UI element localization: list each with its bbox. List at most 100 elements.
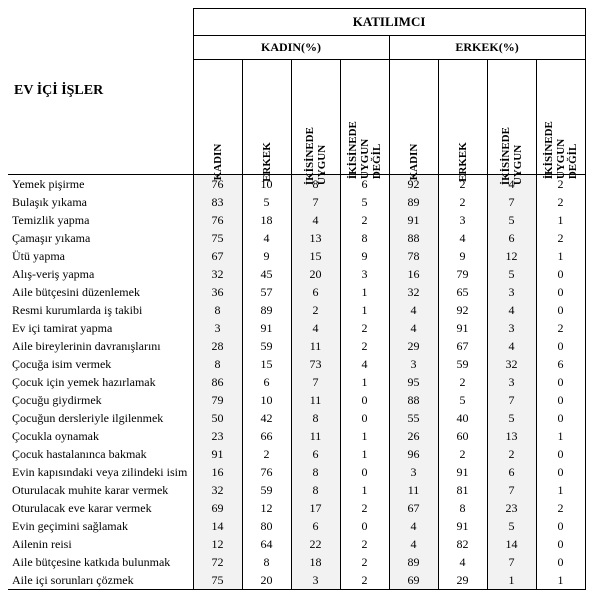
data-cell: 75 bbox=[193, 571, 242, 590]
data-cell: 5 bbox=[487, 211, 536, 229]
data-cell: 32 bbox=[487, 355, 536, 373]
data-cell: 1 bbox=[536, 211, 585, 229]
data-cell: 2 bbox=[438, 193, 487, 211]
data-cell: 32 bbox=[193, 481, 242, 499]
data-cell: 0 bbox=[536, 553, 585, 571]
data-cell: 78 bbox=[389, 247, 438, 265]
row-label-cell: Çocuğu giydirmek bbox=[8, 391, 193, 409]
data-cell: 4 bbox=[438, 229, 487, 247]
data-cell: 8 bbox=[340, 229, 389, 247]
data-cell: 12 bbox=[487, 247, 536, 265]
row-label-cell: Çamaşır yıkama bbox=[8, 229, 193, 247]
row-label-cell: Çocuk hastalanınca bakmak bbox=[8, 445, 193, 463]
row-label-cell: Aile bütçesini düzenlemek bbox=[8, 283, 193, 301]
data-cell: 7 bbox=[487, 391, 536, 409]
data-cell: 26 bbox=[389, 427, 438, 445]
data-cell: 69 bbox=[193, 499, 242, 517]
data-cell: 73 bbox=[291, 355, 340, 373]
data-cell: 16 bbox=[193, 463, 242, 481]
data-cell: 95 bbox=[389, 373, 438, 391]
data-cell: 0 bbox=[536, 283, 585, 301]
data-cell: 2 bbox=[340, 499, 389, 517]
table-row: Bulaşık yıkama8357589272 bbox=[8, 193, 585, 211]
table-row: Temizlik yapma76184291351 bbox=[8, 211, 585, 229]
table-row: Alış-veriş yapma3245203167950 bbox=[8, 265, 585, 283]
table-row: Ev içi tamirat yapma3914249132 bbox=[8, 319, 585, 337]
data-cell: 18 bbox=[291, 553, 340, 571]
data-cell: 9 bbox=[242, 247, 291, 265]
data-cell: 59 bbox=[242, 337, 291, 355]
data-cell: 89 bbox=[242, 301, 291, 319]
row-label-cell: Aile içi sorunları çözmek bbox=[8, 571, 193, 590]
data-cell: 3 bbox=[389, 355, 438, 373]
data-cell: 7 bbox=[487, 481, 536, 499]
data-cell: 15 bbox=[242, 355, 291, 373]
data-cell: 0 bbox=[340, 517, 389, 535]
data-cell: 83 bbox=[193, 193, 242, 211]
data-cell: 14 bbox=[487, 535, 536, 553]
data-cell: 1 bbox=[340, 301, 389, 319]
data-cell: 96 bbox=[389, 445, 438, 463]
data-cell: 20 bbox=[242, 571, 291, 590]
data-cell: 91 bbox=[389, 211, 438, 229]
data-cell: 0 bbox=[536, 265, 585, 283]
data-cell: 5 bbox=[340, 193, 389, 211]
data-cell: 1 bbox=[340, 427, 389, 445]
data-cell: 89 bbox=[389, 553, 438, 571]
data-cell: 4 bbox=[389, 535, 438, 553]
data-cell: 4 bbox=[487, 301, 536, 319]
data-cell: 57 bbox=[242, 283, 291, 301]
data-cell: 7 bbox=[291, 373, 340, 391]
data-cell: 42 bbox=[242, 409, 291, 427]
data-cell: 82 bbox=[438, 535, 487, 553]
data-cell: 0 bbox=[536, 445, 585, 463]
data-cell: 4 bbox=[291, 319, 340, 337]
table-row: Ailenin reisi1264222482140 bbox=[8, 535, 585, 553]
data-cell: 2 bbox=[536, 193, 585, 211]
data-cell: 23 bbox=[487, 499, 536, 517]
row-label-cell: Alış-veriş yapma bbox=[8, 265, 193, 283]
row-label-cell: Oturulacak muhite karar vermek bbox=[8, 481, 193, 499]
data-cell: 89 bbox=[389, 193, 438, 211]
data-cell: 0 bbox=[536, 373, 585, 391]
data-cell: 79 bbox=[193, 391, 242, 409]
data-cell: 2 bbox=[438, 445, 487, 463]
data-cell: 8 bbox=[193, 355, 242, 373]
data-cell: 92 bbox=[438, 301, 487, 319]
col-header-f-ikisi-degil: İKİSİNEDE UYGUN DEĞİL bbox=[340, 60, 389, 175]
data-cell: 16 bbox=[389, 265, 438, 283]
data-cell: 5 bbox=[242, 193, 291, 211]
row-label-cell: Oturulacak eve karar vermek bbox=[8, 499, 193, 517]
data-cell: 76 bbox=[242, 463, 291, 481]
data-cell: 69 bbox=[389, 571, 438, 590]
data-cell: 80 bbox=[242, 517, 291, 535]
data-cell: 40 bbox=[438, 409, 487, 427]
data-cell: 8 bbox=[193, 301, 242, 319]
data-cell: 1 bbox=[487, 571, 536, 590]
table-row: Çocuk için yemek hazırlamak8667195230 bbox=[8, 373, 585, 391]
data-cell: 76 bbox=[193, 211, 242, 229]
data-cell: 0 bbox=[536, 463, 585, 481]
data-cell: 64 bbox=[242, 535, 291, 553]
data-cell: 2 bbox=[536, 229, 585, 247]
data-cell: 3 bbox=[193, 319, 242, 337]
data-cell: 5 bbox=[487, 265, 536, 283]
data-cell: 2 bbox=[340, 571, 389, 590]
row-label-cell: Ailenin reisi bbox=[8, 535, 193, 553]
col-header-m-ikisi-uygun: İKİSİNEDE UYGUN bbox=[487, 60, 536, 175]
col-header-m-ikisi-degil: İKİSİNEDE UYGUN DEĞİL bbox=[536, 60, 585, 175]
data-cell: 1 bbox=[536, 247, 585, 265]
data-cell: 3 bbox=[487, 319, 536, 337]
table-row: Aile bütçesine katkıda bulunmak728182894… bbox=[8, 553, 585, 571]
data-cell: 91 bbox=[242, 319, 291, 337]
table-row: Evin geçimini sağlamak14806049150 bbox=[8, 517, 585, 535]
data-cell: 81 bbox=[438, 481, 487, 499]
data-cell: 0 bbox=[340, 463, 389, 481]
table-row: Evin kapısındaki veya zilindeki isim1676… bbox=[8, 463, 585, 481]
data-cell: 10 bbox=[242, 391, 291, 409]
data-cell: 3 bbox=[487, 373, 536, 391]
data-cell: 6 bbox=[291, 517, 340, 535]
data-cell: 11 bbox=[291, 427, 340, 445]
data-cell: 15 bbox=[291, 247, 340, 265]
data-cell: 8 bbox=[291, 481, 340, 499]
